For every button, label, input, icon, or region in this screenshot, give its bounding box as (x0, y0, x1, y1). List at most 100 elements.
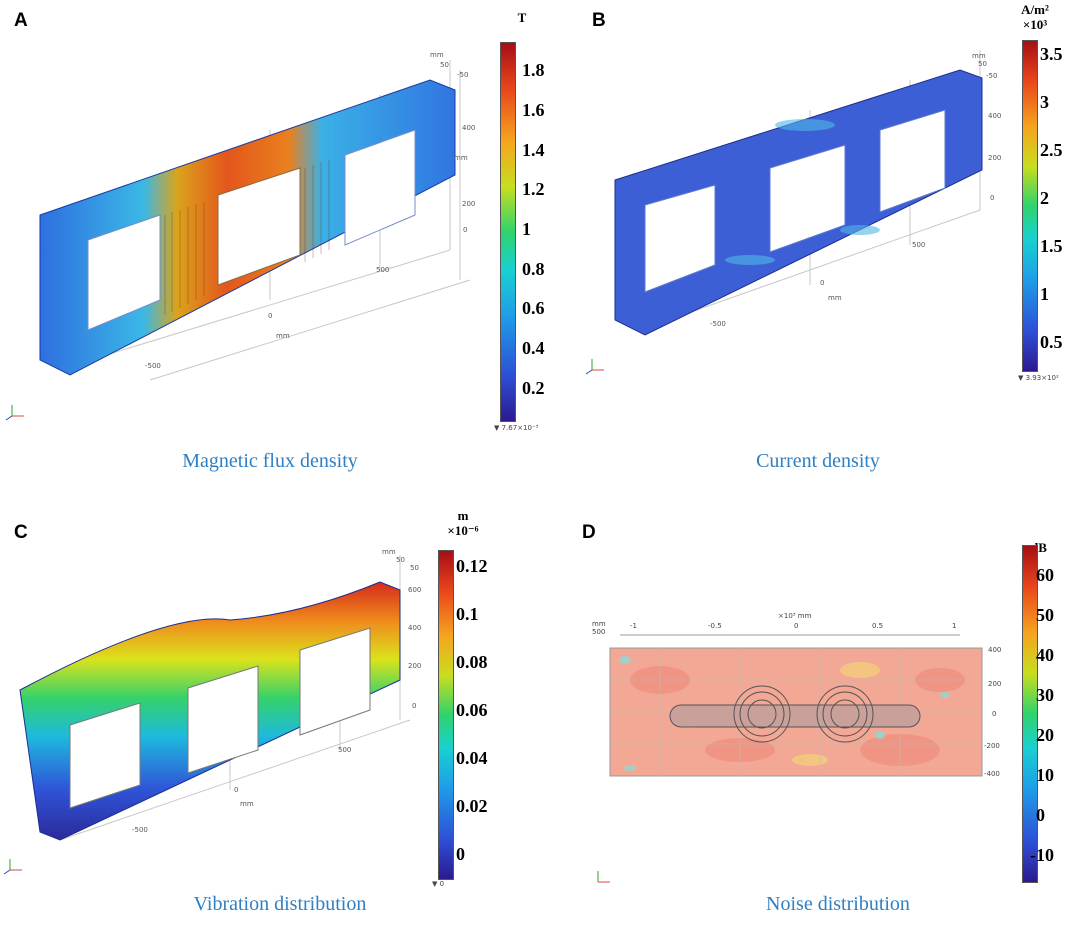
svg-text:mm: mm (430, 51, 444, 59)
svg-text:0: 0 (990, 194, 994, 202)
panel-b-unit-line1: A/m² (1021, 2, 1049, 17)
svg-text:500: 500 (912, 241, 925, 249)
svg-text:0: 0 (820, 279, 824, 287)
panel-c-tick: 0.12 (456, 556, 488, 576)
panel-d-tick: 20 (1036, 725, 1054, 745)
panel-b-unit: A/m² ×10³ (1010, 2, 1060, 32)
svg-text:200: 200 (408, 662, 421, 670)
svg-text:-500: -500 (710, 320, 726, 328)
panel-c-tick: 0.1 (456, 604, 479, 624)
svg-text:mm: mm (454, 154, 468, 162)
panel-d-axis-corner: 500 (592, 628, 605, 636)
svg-text:0: 0 (463, 226, 467, 234)
panel-a-tick: 0.2 (522, 378, 545, 398)
svg-text:0: 0 (234, 786, 238, 794)
svg-text:0: 0 (412, 702, 416, 710)
panel-c-label: C (14, 522, 28, 543)
panel-d-axis-right-tick: -200 (984, 742, 1000, 750)
svg-text:50: 50 (440, 61, 449, 69)
panel-d-colorbar (1022, 545, 1038, 883)
panel-d-plot: -1 -0.5 0 0.5 1 ×10³ mm mm 500 400 200 0… (592, 612, 1001, 883)
panel-d-label: D (582, 522, 596, 543)
panel-d-tick: 50 (1036, 605, 1054, 625)
panel-b-label: B (592, 10, 606, 31)
panel-d-axis-top-tick: -0.5 (708, 622, 722, 630)
panel-c-min-label: ▼ 0 (432, 880, 445, 888)
panel-d-tick: 30 (1036, 685, 1054, 705)
panel-a-tick: 0.4 (522, 338, 545, 358)
panel-c-tick: 0.06 (456, 700, 488, 720)
panel-b-colorbar (1022, 40, 1038, 372)
svg-text:600: 600 (408, 586, 421, 594)
panel-d-axis-top-tick: 0 (794, 622, 798, 630)
panel-b-tick: 1 (1040, 284, 1049, 304)
panel-c-tick: 0.08 (456, 652, 488, 672)
panel-d-caption: Noise distribution (766, 893, 910, 915)
svg-text:200: 200 (988, 154, 1001, 162)
panel-c-unit: m ×10⁻⁶ (438, 508, 488, 538)
panel-a-plot: 50 -50 400 mm 200 0 500 0 mm -500 mm (5, 51, 475, 421)
panel-a-colorbar (500, 42, 516, 422)
panel-d-axis-right-tick: 0 (992, 710, 996, 718)
svg-text:mm: mm (382, 548, 396, 556)
panel-b-tick: 3.5 (1040, 44, 1063, 64)
panel-a-tick: 1.2 (522, 179, 545, 199)
svg-text:200: 200 (462, 200, 475, 208)
panel-b-tick: 2 (1040, 188, 1049, 208)
panel-d-axis-right-tick: 400 (988, 646, 1001, 654)
panel-d-tick: 10 (1036, 765, 1054, 785)
svg-text:400: 400 (408, 624, 421, 632)
panel-c-caption: Vibration distribution (193, 893, 367, 915)
panel-d-tick: -10 (1030, 845, 1054, 865)
panel-d-axis-top-tick: -1 (630, 622, 637, 630)
panel-c-tick: 0.02 (456, 796, 488, 816)
panel-c-tick: 0 (456, 844, 465, 864)
panel-d-axis-right-tick: 200 (988, 680, 1001, 688)
panel-a-tick: 1.6 (522, 100, 545, 120)
panel-a-tick: 1 (522, 219, 531, 239)
panel-a-tick: 1.8 (522, 60, 545, 80)
svg-text:50: 50 (396, 556, 405, 564)
svg-text:500: 500 (376, 266, 389, 274)
panel-a-tick: 0.8 (522, 259, 545, 279)
panel-b-caption: Current density (756, 450, 880, 472)
panel-b-tick: 3 (1040, 92, 1049, 112)
panel-b-tick: 2.5 (1040, 140, 1063, 160)
panel-d-tick: 0 (1036, 805, 1045, 825)
panel-a-tick: 0.6 (522, 298, 545, 318)
panel-c-unit-line2: ×10⁻⁶ (447, 523, 479, 538)
svg-text:mm: mm (828, 294, 842, 302)
panel-b-unit-line2: ×10³ (1022, 17, 1048, 32)
panel-d-axis-top-unit: ×10³ mm (778, 612, 812, 620)
panel-c-colorbar (438, 550, 454, 880)
panel-d-tick: 60 (1036, 565, 1054, 585)
panel-d-tick: 40 (1036, 645, 1054, 665)
svg-text:mm: mm (972, 52, 986, 60)
svg-text:-500: -500 (132, 826, 148, 834)
panel-c-tick: 0.04 (456, 748, 488, 768)
panel-a-label: A (14, 10, 28, 31)
panel-d-axis-right-tick: -400 (984, 770, 1000, 778)
panel-d-axis-top-tick: 0.5 (872, 622, 883, 630)
svg-text:-500: -500 (145, 362, 161, 370)
panel-b-tick: 1.5 (1040, 236, 1063, 256)
panel-a-tick: 1.4 (522, 140, 545, 160)
svg-text:mm: mm (276, 332, 290, 340)
svg-text:0: 0 (268, 312, 272, 320)
panel-d-axis-top-tick: 1 (952, 622, 956, 630)
panel-d-axis-corner: mm (592, 620, 606, 628)
panel-a-min-label: ▼ 7.67×10⁻³ (494, 424, 539, 432)
svg-text:50: 50 (978, 60, 987, 68)
svg-text:-50: -50 (986, 72, 997, 80)
svg-text:50: 50 (410, 564, 419, 572)
svg-text:-50: -50 (457, 71, 468, 79)
svg-text:500: 500 (338, 746, 351, 754)
panel-a-unit: T (517, 10, 527, 25)
panel-b-tick: 0.5 (1040, 332, 1063, 352)
panel-a-caption: Magnetic flux density (182, 450, 358, 472)
svg-text:mm: mm (240, 800, 254, 808)
panel-c-unit-line1: m (457, 508, 469, 523)
panel-b-min-label: ▼ 3.93×10² (1018, 374, 1059, 382)
